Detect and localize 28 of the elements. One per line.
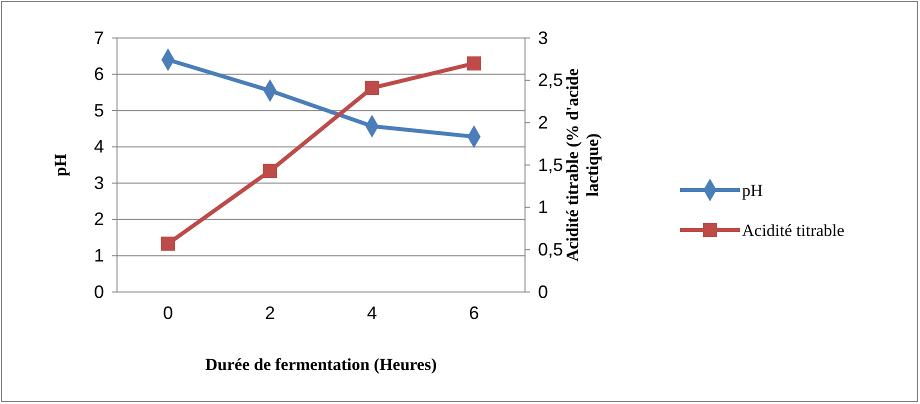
y2-tick-label: 0: [538, 282, 548, 302]
y2-tick-label: 1,5: [538, 154, 564, 175]
y2-axis-title: Acidité titrable (% d'acide lactique): [563, 68, 602, 262]
y-tick-label: 2: [94, 209, 104, 230]
y2-tick-label: 1: [538, 197, 548, 218]
y-axis-title: pH: [51, 154, 70, 176]
y-tick-label: 6: [94, 64, 104, 84]
legend-label: pH: [742, 181, 763, 200]
y-tick-label: 4: [94, 136, 104, 157]
y-tick-label: 1: [94, 245, 104, 266]
point: [466, 56, 482, 70]
point: [262, 164, 278, 178]
y-tick-label: 3: [94, 172, 104, 193]
point: [364, 80, 380, 96]
x-tick-label: 2: [264, 302, 276, 323]
legend-label: Acidité titrable: [742, 221, 844, 240]
x-axis-title: Durée de fermentation (Heures): [205, 355, 437, 374]
y2-tick-label: 2,5: [538, 70, 564, 90]
y2-tick-label: 3: [538, 28, 548, 48]
point: [160, 236, 176, 251]
y-tick-label: 7: [94, 28, 104, 48]
x-tick-label: 0: [162, 302, 174, 323]
x-tick-label: 4: [366, 302, 378, 323]
x-tick-label: 6: [468, 302, 480, 323]
y2-tick-label: 0,5: [538, 239, 564, 260]
y-tick-label: 5: [94, 100, 104, 120]
y-tick-label: 0: [94, 282, 104, 302]
y2-tick-label: 2: [538, 112, 548, 132]
